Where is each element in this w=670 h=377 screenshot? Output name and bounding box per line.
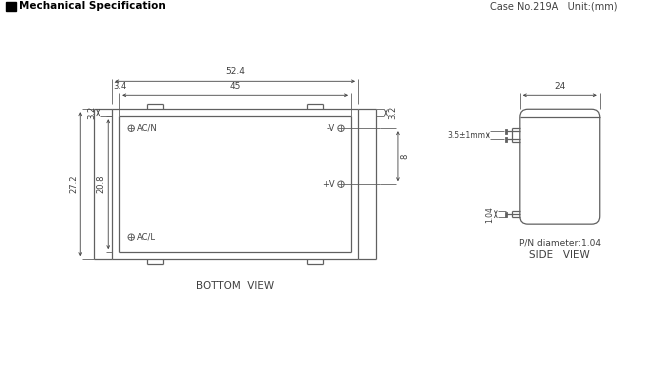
Text: 20.8: 20.8 bbox=[96, 175, 105, 193]
Text: Mechanical Specification: Mechanical Specification bbox=[19, 2, 166, 11]
Text: 52.4: 52.4 bbox=[225, 67, 245, 76]
Text: -V: -V bbox=[327, 124, 335, 133]
Text: Case No.219A   Unit:(mm): Case No.219A Unit:(mm) bbox=[490, 2, 617, 11]
Text: +V: +V bbox=[322, 180, 335, 189]
Text: 24: 24 bbox=[554, 82, 565, 91]
Text: P/N diameter:1.04: P/N diameter:1.04 bbox=[519, 238, 601, 247]
Text: AC/N: AC/N bbox=[137, 124, 158, 133]
Text: SIDE   VIEW: SIDE VIEW bbox=[529, 250, 590, 260]
Text: BOTTOM  VIEW: BOTTOM VIEW bbox=[196, 281, 274, 291]
Text: 8: 8 bbox=[400, 153, 409, 159]
Bar bbox=[6, 2, 16, 11]
Text: 3.5±1mm: 3.5±1mm bbox=[448, 131, 486, 140]
Text: 3.2: 3.2 bbox=[388, 106, 397, 120]
Text: 1.04: 1.04 bbox=[485, 206, 494, 222]
Text: 3.2: 3.2 bbox=[87, 106, 96, 120]
Text: 45: 45 bbox=[229, 82, 241, 91]
Text: 3.4: 3.4 bbox=[113, 82, 127, 91]
Text: 27.2: 27.2 bbox=[69, 175, 78, 193]
Text: AC/L: AC/L bbox=[137, 233, 156, 242]
